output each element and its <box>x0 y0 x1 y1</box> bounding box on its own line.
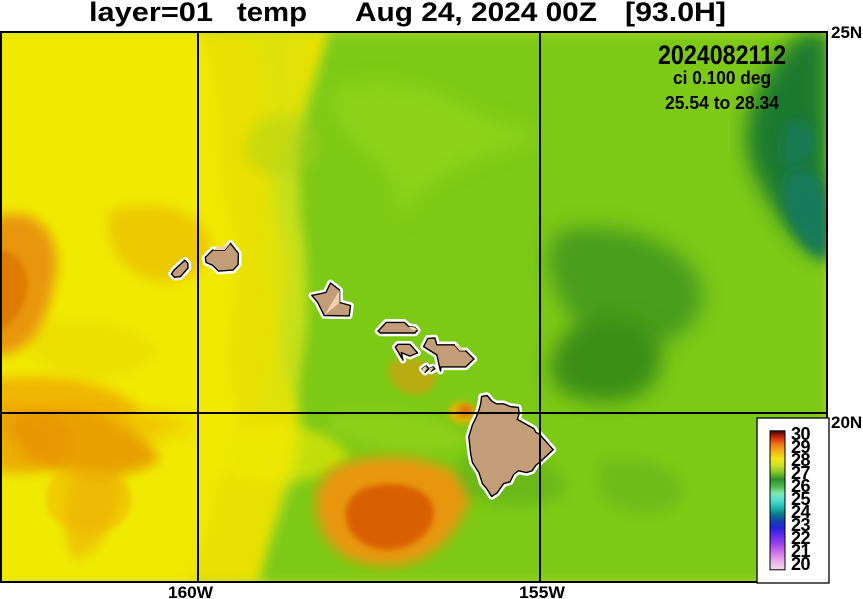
svg-text:[93.0H]: [93.0H] <box>625 0 726 27</box>
svg-text:temp: temp <box>237 0 307 27</box>
svg-text:160W: 160W <box>168 583 214 599</box>
svg-text:layer=01: layer=01 <box>89 0 213 27</box>
svg-text:Aug 24, 2024 00Z: Aug 24, 2024 00Z <box>355 0 597 27</box>
svg-text:2024082112: 2024082112 <box>658 40 786 70</box>
svg-text:25.54 to 28.34: 25.54 to 28.34 <box>665 93 779 113</box>
svg-text:20N: 20N <box>831 413 862 432</box>
svg-text:25N: 25N <box>831 23 862 42</box>
svg-text:ci 0.100 deg: ci 0.100 deg <box>673 68 771 88</box>
svg-text:20: 20 <box>791 554 811 574</box>
svg-text:155W: 155W <box>519 583 566 599</box>
